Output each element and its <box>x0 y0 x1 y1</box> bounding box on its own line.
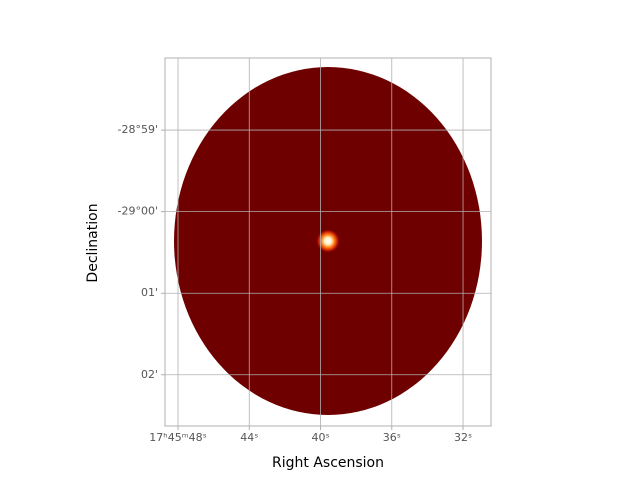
x-tick-label: 32ˢ <box>454 431 472 444</box>
bright-source <box>316 229 340 253</box>
x-tick-label: 44ˢ <box>240 431 258 444</box>
x-axis-title: Right Ascension <box>272 455 384 471</box>
y-tick-label: -28°59' <box>118 123 159 136</box>
y-tick-label: -29°00' <box>118 205 159 218</box>
x-tick-label: 17ʰ45ᵐ48ˢ <box>149 431 206 444</box>
x-tick-label: 40ˢ <box>311 431 329 444</box>
y-tick-label: 01' <box>141 286 158 299</box>
plot-frame <box>164 57 492 427</box>
y-tick-label: 02' <box>141 368 158 381</box>
y-axis-title: Declination <box>85 203 101 282</box>
x-tick-label: 36ˢ <box>383 431 401 444</box>
